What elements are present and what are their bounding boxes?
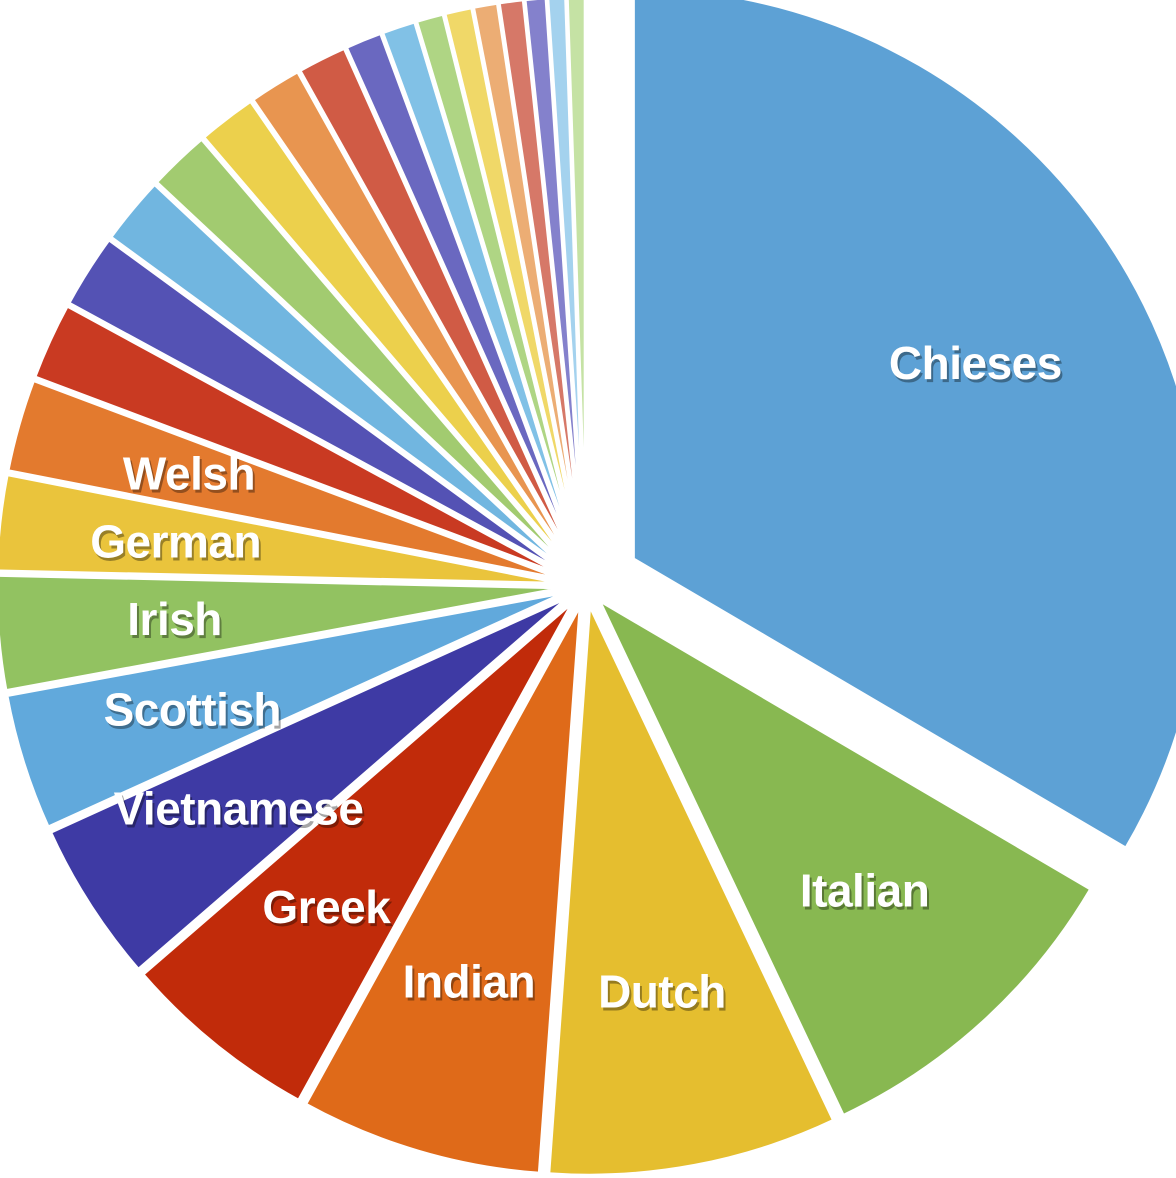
pie-label-shadow-welsh: Welsh	[125, 450, 257, 502]
pie-label-shadow-irish: Irish	[129, 596, 224, 648]
pie-slice-indian	[303, 601, 583, 1176]
pie-label-shadow-chieses: Chieses	[891, 340, 1064, 392]
pie-slice-italian	[596, 597, 1094, 1119]
pie-label-greek: Greek	[262, 881, 391, 933]
pie-label-dutch: Dutch	[598, 966, 726, 1018]
pie-label-welsh: Welsh	[123, 447, 255, 499]
pie-label-italian: Italian	[800, 864, 929, 916]
pie-slice-chieses	[630, 0, 1176, 851]
pie-slice-25	[545, 0, 588, 571]
pie-slice-irish	[0, 572, 571, 694]
pie-slice-24	[522, 0, 587, 571]
pie-labels: ChiesesChiesesItalianItalianDutchDutchIn…	[90, 337, 1064, 1021]
pie-label-vietnamese: Vietnamese	[114, 783, 364, 835]
pie-slice-12	[66, 237, 573, 579]
pie-label-german: German	[90, 516, 261, 568]
pie-slice-vietnamese	[47, 593, 573, 973]
pie-label-shadow-vietnamese: Vietnamese	[116, 786, 366, 838]
pie-label-shadow-greek: Greek	[264, 884, 393, 936]
pie-label-shadow-indian: Indian	[405, 959, 537, 1011]
pie-slice-26	[564, 0, 588, 570]
pie-label-irish: Irish	[127, 593, 222, 645]
pie-label-chieses: Chieses	[889, 337, 1062, 389]
pie-slice-13	[108, 181, 575, 577]
pie-slice-dutch	[546, 601, 837, 1178]
pie-label-scottish: Scottish	[104, 684, 281, 736]
pie-slice-german	[0, 472, 571, 587]
pie-label-shadow-german: German	[92, 519, 263, 571]
pie-slice-11	[32, 303, 572, 581]
pie-label-shadow-scottish: Scottish	[106, 687, 283, 739]
pie-slice-greek	[140, 597, 577, 1104]
pie-label-shadow-dutch: Dutch	[600, 969, 728, 1021]
pie-slice-scottish	[4, 589, 571, 830]
pie-slice-23	[496, 0, 586, 571]
pie-label-indian: Indian	[403, 956, 535, 1008]
pie-label-shadow-italian: Italian	[802, 867, 931, 919]
pie-slice-welsh	[5, 377, 571, 584]
